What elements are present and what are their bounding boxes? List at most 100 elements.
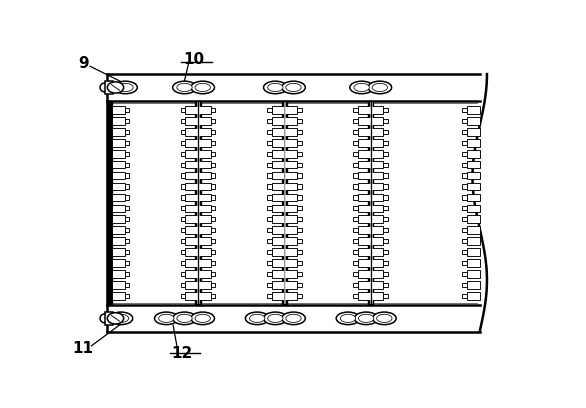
Bar (297, 228, 302, 232)
Bar (358, 117, 371, 125)
Bar (125, 261, 129, 265)
Bar (371, 161, 383, 169)
Bar (267, 239, 272, 243)
Bar (198, 215, 211, 223)
Bar (383, 283, 388, 287)
Ellipse shape (377, 314, 392, 322)
Bar (125, 162, 129, 167)
Bar (297, 217, 302, 222)
Bar (284, 172, 297, 180)
Bar (284, 117, 297, 125)
Bar (462, 130, 467, 134)
Ellipse shape (250, 314, 265, 322)
Bar (284, 248, 297, 256)
Ellipse shape (264, 81, 287, 94)
Bar (358, 194, 371, 201)
Bar (358, 150, 371, 157)
Bar (272, 215, 284, 223)
Bar (267, 119, 272, 123)
Bar (371, 172, 383, 180)
Bar (181, 217, 185, 222)
Bar (181, 173, 185, 178)
Bar (462, 119, 467, 123)
Bar (297, 261, 302, 265)
Bar (371, 194, 383, 201)
Bar (181, 184, 185, 188)
Bar (467, 281, 480, 289)
Bar (358, 215, 371, 223)
Bar (462, 283, 467, 287)
Bar (185, 183, 198, 191)
Bar (112, 237, 125, 245)
Bar (467, 237, 480, 245)
Bar (353, 195, 358, 200)
Bar (267, 162, 272, 167)
Bar (353, 228, 358, 232)
Bar (267, 152, 272, 156)
Bar (353, 119, 358, 123)
Bar (297, 283, 302, 287)
Bar (112, 139, 125, 146)
Bar (297, 108, 302, 112)
Bar (267, 108, 272, 112)
Bar (272, 248, 284, 256)
Bar (211, 283, 216, 287)
Bar (383, 261, 388, 265)
Ellipse shape (118, 83, 133, 91)
Ellipse shape (268, 83, 283, 91)
Bar (211, 141, 216, 145)
Bar (284, 237, 297, 245)
Text: 9: 9 (78, 55, 88, 71)
Bar (297, 162, 302, 167)
Bar (185, 281, 198, 289)
Bar (267, 206, 272, 211)
Bar (211, 250, 216, 254)
Bar (267, 141, 272, 145)
Bar (383, 250, 388, 254)
Bar (181, 261, 185, 265)
Bar (297, 250, 302, 254)
Bar (112, 183, 125, 191)
Bar (267, 217, 272, 222)
Bar (358, 292, 371, 299)
Bar (125, 272, 129, 276)
Ellipse shape (114, 81, 137, 94)
Bar (467, 172, 480, 180)
Bar (198, 150, 211, 157)
Bar (297, 130, 302, 134)
Bar (462, 272, 467, 276)
Bar (284, 150, 297, 157)
Bar (353, 184, 358, 188)
Bar (125, 217, 129, 222)
Bar (125, 283, 129, 287)
Bar (112, 259, 125, 267)
Bar (284, 259, 297, 267)
Bar (185, 194, 198, 201)
Bar (267, 294, 272, 298)
Bar (272, 237, 284, 245)
Bar (383, 294, 388, 298)
Bar (371, 226, 383, 234)
Bar (211, 261, 216, 265)
Bar (353, 162, 358, 167)
Bar (198, 194, 211, 201)
Bar (383, 206, 388, 211)
Bar (125, 250, 129, 254)
Bar (125, 141, 129, 145)
Bar (211, 206, 216, 211)
Ellipse shape (368, 81, 391, 94)
Ellipse shape (264, 312, 287, 325)
Bar (211, 130, 216, 134)
Bar (181, 162, 185, 167)
Bar (284, 161, 297, 169)
Bar (272, 194, 284, 201)
Bar (198, 270, 211, 278)
Bar (181, 294, 185, 298)
Bar (284, 204, 297, 212)
Bar (181, 130, 185, 134)
Bar (211, 228, 216, 232)
Bar (462, 195, 467, 200)
Bar (462, 294, 467, 298)
Bar (198, 139, 211, 146)
Bar (125, 294, 129, 298)
